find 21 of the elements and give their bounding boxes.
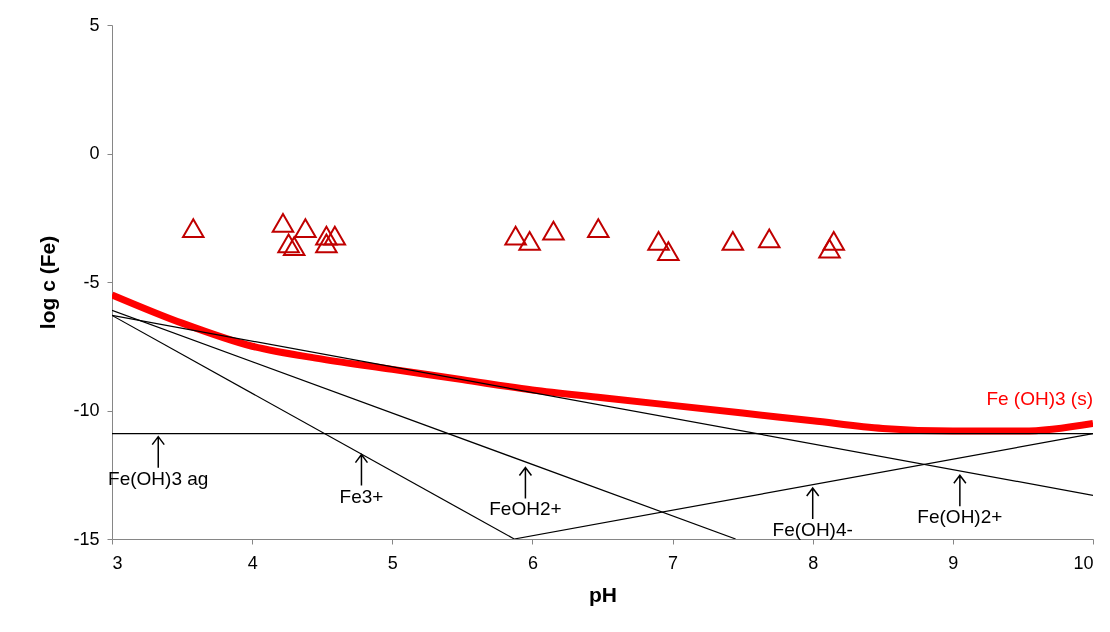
x-tick-label: 8 xyxy=(808,552,819,573)
series-label: Fe (OH)3 (s) xyxy=(986,388,1093,410)
x-tick-label: 4 xyxy=(247,552,258,573)
x-tick-label: 3 xyxy=(112,552,123,573)
y-tick-label: 5 xyxy=(89,14,100,35)
y-tick-label: 0 xyxy=(89,143,100,163)
x-axis-title: pH xyxy=(589,582,617,606)
x-tick-label: 9 xyxy=(948,552,959,573)
x-tick-label: 6 xyxy=(527,552,538,573)
annotation: Fe(OH)3 ag xyxy=(108,467,209,489)
annotation: Fe3+ xyxy=(339,485,384,507)
x-tick-label: 5 xyxy=(387,552,398,573)
y-axis-title: log c (Fe) xyxy=(36,235,60,330)
annotation: Fe(OH)2+ xyxy=(917,506,1003,528)
y-tick-label: -10 xyxy=(73,400,100,420)
x-tick-label: 7 xyxy=(668,552,679,573)
annotation: FeOH2+ xyxy=(489,498,562,520)
y-tick-label: -5 xyxy=(83,271,100,292)
x-tick-label: 10 xyxy=(1073,552,1094,573)
y-tick-label: -15 xyxy=(73,528,100,549)
annotation: Fe(OH)4- xyxy=(772,519,853,541)
